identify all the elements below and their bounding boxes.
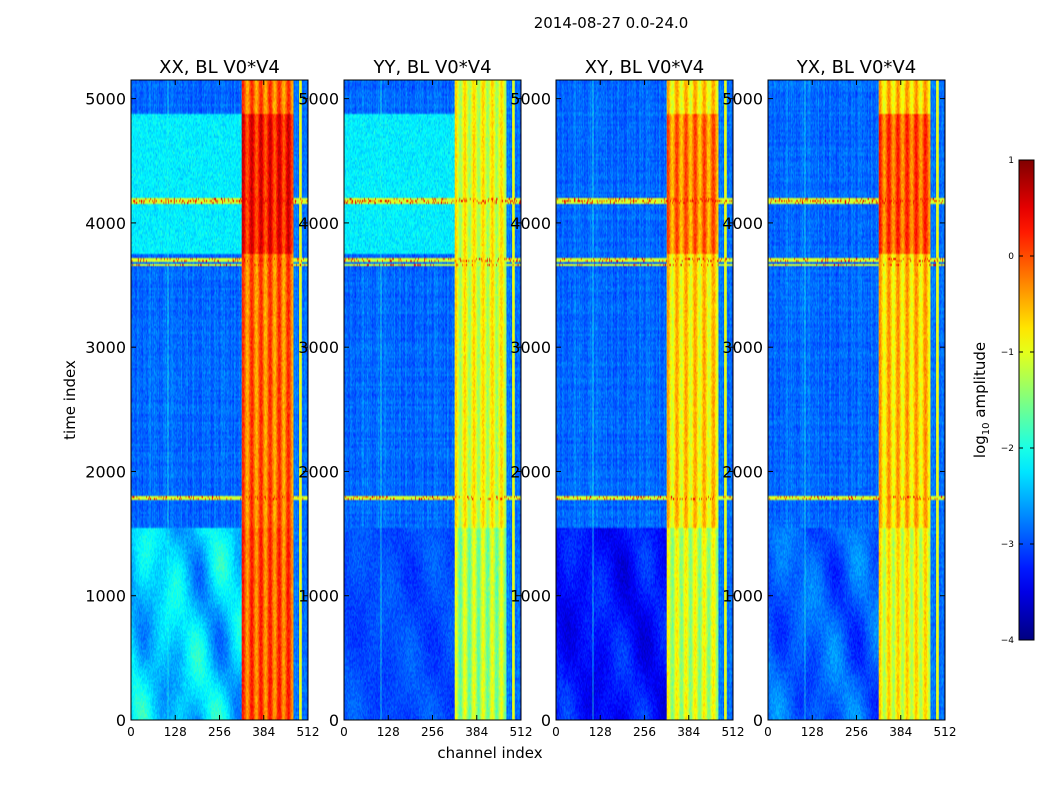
panel-yy: YY, BL V0*V4 0 128 256 384 512 0 1000 2000 3000 40… [298,57,532,739]
x-tick-label: 128 [377,725,400,739]
panel-xx: XX, BL V0*V4 0 128 256 384 512 0 1000 2000 3000 40… [85,57,319,739]
x-tick-label: 0 [127,725,135,739]
panel-title: YX, BL V0*V4 [796,57,916,78]
y-tick-label: 1000 [722,587,763,606]
x-tick-label: 512 [510,725,533,739]
x-tick-label: 512 [297,725,320,739]
y-tick-label: 3000 [298,338,339,357]
colorbar-gradient [1018,159,1035,641]
x-tick-label: 384 [465,725,488,739]
panel-title: XY, BL V0*V4 [585,57,704,78]
y-tick-label: 2000 [85,462,126,481]
colorbar-tick-label: −1 [1001,348,1014,358]
y-tick-label: 4000 [722,214,763,233]
colorbar-tick-label: −4 [1001,636,1015,646]
x-tick-label: 0 [552,725,560,739]
heatmap-image [131,80,308,720]
colorbar-tick-label: −3 [1001,540,1014,550]
x-tick-label: 256 [208,725,231,739]
y-tick-label: 1000 [85,587,126,606]
y-tick-label: 0 [753,711,763,730]
x-tick-label: 384 [889,725,912,739]
x-tick-label: 384 [677,725,700,739]
colorbar-tick-label: 1 [1008,156,1014,166]
heatmap-image [768,80,945,720]
y-tick-label: 2000 [510,462,551,481]
y-tick-label: 3000 [722,338,763,357]
x-tick-label: 128 [164,725,187,739]
y-tick-label: 1000 [510,587,551,606]
y-tick-label: 5000 [510,90,551,109]
y-tick-label: 4000 [510,214,551,233]
x-tick-label: 256 [421,725,444,739]
y-tick-label: 0 [116,711,126,730]
y-tick-label: 0 [329,711,339,730]
heatmap-image [344,80,521,720]
colorbar-tick-label: 0 [1008,252,1014,262]
y-tick-label: 4000 [85,214,126,233]
x-tick-label: 128 [589,725,612,739]
figure-suptitle: 2014-08-27 0.0-24.0 [534,14,689,32]
colorbar: −4 −3 −2 −1 0 1 log10 amplitude [971,156,1035,646]
y-tick-label: 5000 [85,90,126,109]
y-tick-label: 5000 [298,90,339,109]
y-tick-label: 3000 [85,338,126,357]
colorbar-label: log10 amplitude [971,342,992,458]
x-tick-label: 256 [633,725,656,739]
heatmap-image [556,80,733,720]
y-axis-label: time index [61,360,79,440]
y-tick-label: 3000 [510,338,551,357]
y-tick-label: 2000 [298,462,339,481]
panel-yx: YX, BL V0*V4 0 128 256 384 512 0 1000 2000 3000 40… [722,57,956,739]
x-tick-label: 384 [252,725,275,739]
y-tick-label: 4000 [298,214,339,233]
x-axis-label: channel index [437,744,542,762]
x-tick-label: 256 [845,725,868,739]
x-tick-label: 0 [340,725,348,739]
colorbar-tick-label: −2 [1001,444,1014,454]
y-tick-label: 5000 [722,90,763,109]
y-tick-label: 1000 [298,587,339,606]
x-tick-label: 0 [764,725,772,739]
panel-title: XX, BL V0*V4 [159,57,280,78]
panel-title: YY, BL V0*V4 [372,57,491,78]
panels-group: XX, BL V0*V4 0 128 256 384 512 0 1000 2000 3000 40… [85,57,956,739]
panel-xy: XY, BL V0*V4 0 128 256 384 512 0 1000 2000 3000 40… [510,57,744,739]
x-tick-label: 512 [934,725,957,739]
x-tick-label: 512 [722,725,745,739]
y-tick-label: 2000 [722,462,763,481]
y-tick-label: 0 [541,711,551,730]
x-tick-label: 128 [801,725,824,739]
